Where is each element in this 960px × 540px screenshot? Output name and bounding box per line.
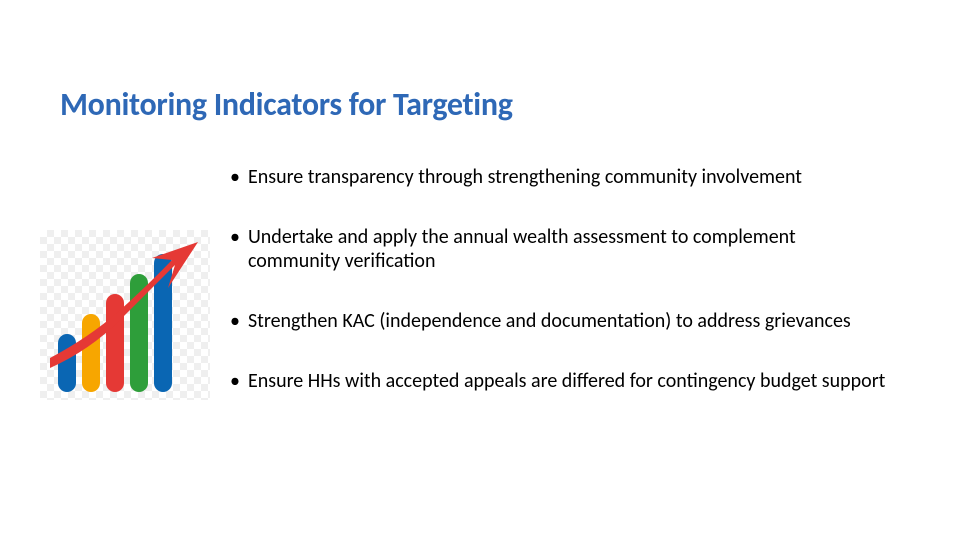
slide: Monitoring Indicators for Targeting • En… bbox=[0, 0, 960, 540]
bullet-icon: • bbox=[230, 369, 240, 393]
list-item: • Undertake and apply the annual wealth … bbox=[230, 225, 890, 273]
bullet-text: Strengthen KAC (independence and documen… bbox=[248, 309, 890, 333]
bullet-text: Ensure HHs with accepted appeals are dif… bbox=[248, 369, 890, 393]
bullet-icon: • bbox=[230, 225, 240, 249]
bullet-list: • Ensure transparency through strengthen… bbox=[230, 165, 890, 393]
list-item: • Strengthen KAC (independence and docum… bbox=[230, 309, 890, 333]
chart-image bbox=[40, 230, 210, 400]
list-item: • Ensure transparency through strengthen… bbox=[230, 165, 890, 189]
bullet-text: Undertake and apply the annual wealth as… bbox=[248, 225, 890, 273]
bullet-icon: • bbox=[230, 165, 240, 189]
bullet-text: Ensure transparency through strengthenin… bbox=[248, 165, 890, 189]
bullet-icon: • bbox=[230, 309, 240, 333]
list-item: • Ensure HHs with accepted appeals are d… bbox=[230, 369, 890, 393]
bar-chart-icon bbox=[40, 230, 210, 400]
slide-title: Monitoring Indicators for Targeting bbox=[60, 85, 513, 124]
